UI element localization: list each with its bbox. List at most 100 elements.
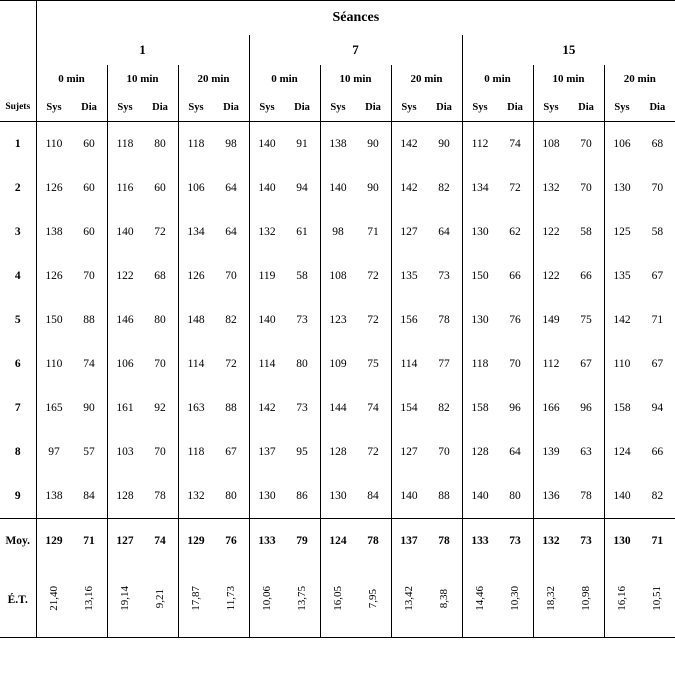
header-row-sysdia: Sujets SysDiaSysDiaSysDiaSysDiaSysDiaSys… [0, 93, 675, 122]
et-cell: 18,32 [533, 563, 569, 638]
data-cell: 106 [107, 342, 143, 386]
subject-id: 9 [0, 474, 36, 519]
et-cell: 7,95 [356, 563, 392, 638]
data-cell: 128 [462, 430, 498, 474]
sys-header: Sys [36, 93, 72, 122]
data-cell: 92 [143, 386, 179, 430]
subject-id: 5 [0, 298, 36, 342]
header-row-sessions: 1715 [0, 35, 675, 65]
data-cell: 90 [356, 166, 392, 210]
sys-header: Sys [391, 93, 427, 122]
data-cell: 70 [498, 342, 534, 386]
data-cell: 110 [604, 342, 640, 386]
time-header: 0 min [462, 65, 533, 93]
data-cell: 146 [107, 298, 143, 342]
moy-label: Moy. [0, 519, 36, 564]
data-cell: 58 [285, 254, 321, 298]
et-label: É.T. [0, 563, 36, 638]
data-cell: 144 [320, 386, 356, 430]
et-cell: 8,38 [427, 563, 463, 638]
data-cell: 66 [569, 254, 605, 298]
subject-id: 7 [0, 386, 36, 430]
data-cell: 119 [249, 254, 285, 298]
data-cell: 88 [72, 298, 108, 342]
table-row: 7165901619216388142731447415482158961669… [0, 386, 675, 430]
table-row: 6110741067011472114801097511477118701126… [0, 342, 675, 386]
data-cell: 82 [427, 386, 463, 430]
data-cell: 58 [569, 210, 605, 254]
data-cell: 103 [107, 430, 143, 474]
data-cell: 60 [72, 166, 108, 210]
time-header: 20 min [391, 65, 462, 93]
data-cell: 137 [249, 430, 285, 474]
et-row: É.T. 21,4013,1619,149,2117,8711,7310,061… [0, 563, 675, 638]
et-cell: 13,42 [391, 563, 427, 638]
data-cell: 165 [36, 386, 72, 430]
data-cell: 70 [569, 166, 605, 210]
time-header: 10 min [107, 65, 178, 93]
data-cell: 118 [462, 342, 498, 386]
dia-header: Dia [640, 93, 675, 122]
data-cell: 140 [320, 166, 356, 210]
data-cell: 80 [285, 342, 321, 386]
sys-header: Sys [107, 93, 143, 122]
data-cell: 122 [533, 210, 569, 254]
header-row-seances: Séances [0, 1, 675, 36]
data-cell: 128 [320, 430, 356, 474]
subject-id: 1 [0, 122, 36, 167]
data-cell: 130 [462, 210, 498, 254]
sys-header: Sys [533, 93, 569, 122]
data-cell: 91 [285, 122, 321, 167]
moy-cell: 78 [427, 519, 463, 564]
et-cell: 16,16 [604, 563, 640, 638]
data-cell: 64 [498, 430, 534, 474]
et-cell: 14,46 [462, 563, 498, 638]
data-cell: 80 [143, 298, 179, 342]
moy-cell: 127 [107, 519, 143, 564]
et-cell: 21,40 [36, 563, 72, 638]
moy-cell: 73 [569, 519, 605, 564]
data-cell: 70 [427, 430, 463, 474]
data-cell: 94 [285, 166, 321, 210]
dia-header: Dia [427, 93, 463, 122]
data-cell: 135 [391, 254, 427, 298]
data-cell: 130 [249, 474, 285, 519]
data-cell: 158 [604, 386, 640, 430]
table-row: 2126601166010664140941409014282134721327… [0, 166, 675, 210]
dia-header: Dia [285, 93, 321, 122]
data-cell: 94 [640, 386, 675, 430]
data-cell: 67 [214, 430, 250, 474]
data-cell: 62 [498, 210, 534, 254]
data-cell: 82 [214, 298, 250, 342]
data-cell: 142 [391, 122, 427, 167]
data-cell: 70 [72, 254, 108, 298]
table-row: 5150881468014882140731237215678130761497… [0, 298, 675, 342]
data-cell: 156 [391, 298, 427, 342]
data-cell: 68 [640, 122, 675, 167]
data-cell: 132 [178, 474, 214, 519]
et-value: 21,40 [48, 586, 60, 611]
time-header: 20 min [178, 65, 249, 93]
subject-id: 4 [0, 254, 36, 298]
blank-cell [0, 35, 36, 65]
data-cell: 126 [36, 166, 72, 210]
data-cell: 58 [640, 210, 675, 254]
data-cell: 77 [427, 342, 463, 386]
data-cell: 140 [249, 166, 285, 210]
et-value: 7,95 [367, 589, 379, 608]
moy-cell: 133 [462, 519, 498, 564]
et-cell: 10,98 [569, 563, 605, 638]
subject-id: 3 [0, 210, 36, 254]
data-cell: 84 [72, 474, 108, 519]
moy-cell: 130 [604, 519, 640, 564]
moy-row: Moy. 12971127741297613379124781377813373… [0, 519, 675, 564]
data-cell: 88 [427, 474, 463, 519]
et-value: 10,06 [261, 586, 273, 611]
page: Séances 1715 0 min10 min20 min0 min10 mi… [0, 0, 675, 700]
data-cell: 63 [569, 430, 605, 474]
data-cell: 140 [249, 122, 285, 167]
data-cell: 112 [533, 342, 569, 386]
data-cell: 125 [604, 210, 640, 254]
sys-header: Sys [178, 93, 214, 122]
data-cell: 97 [36, 430, 72, 474]
